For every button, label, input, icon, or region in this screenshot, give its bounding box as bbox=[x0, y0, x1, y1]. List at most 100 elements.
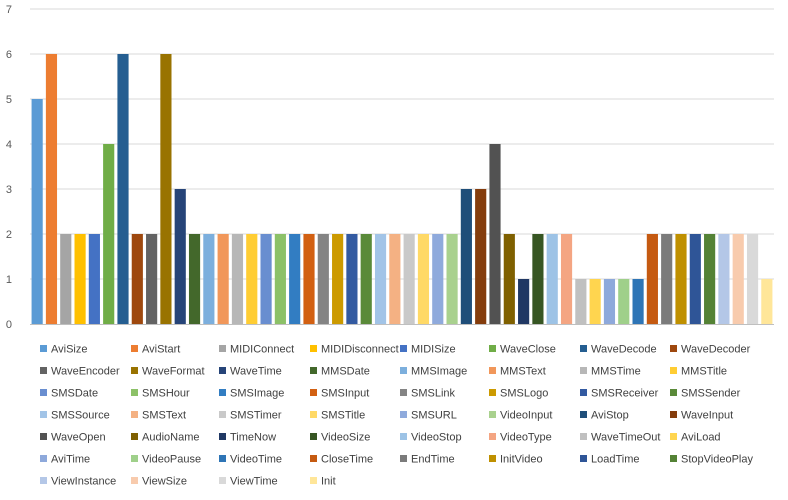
legend-swatch bbox=[580, 455, 587, 462]
legend-label: WaveFormat bbox=[142, 366, 205, 378]
legend-label: WaveDecoder bbox=[681, 344, 751, 356]
legend-label: MIDIDisconnect bbox=[321, 344, 399, 356]
bar-avistart bbox=[45, 54, 58, 324]
bar-smssender bbox=[360, 234, 372, 324]
legend-label: TimeNow bbox=[230, 432, 276, 444]
y-tick-label: 0 bbox=[6, 319, 12, 331]
legend-item: VideoTime bbox=[219, 454, 282, 466]
legend-item: SMSTimer bbox=[219, 410, 282, 422]
legend-label: SMSLogo bbox=[500, 388, 548, 400]
legend: AviSize AviStart MIDIConnect MIDIDisconnect… bbox=[40, 344, 753, 488]
legend-item: LoadTime bbox=[580, 454, 640, 466]
bar-avisize bbox=[31, 99, 43, 324]
legend-swatch bbox=[219, 455, 226, 462]
legend-swatch bbox=[400, 433, 407, 440]
bar-smshour bbox=[274, 234, 286, 324]
bar-mmstime bbox=[231, 234, 244, 324]
legend-item: MMSTitle bbox=[670, 366, 727, 378]
legend-swatch bbox=[310, 433, 317, 440]
legend-item: SMSLogo bbox=[489, 388, 548, 400]
legend-item: WaveEncoder bbox=[40, 366, 120, 378]
legend-label: ViewSize bbox=[142, 476, 187, 488]
legend-label: SMSText bbox=[142, 410, 186, 422]
legend-item: VideoPause bbox=[131, 454, 201, 466]
legend-item: MMSTime bbox=[580, 366, 641, 378]
legend-item: SMSInput bbox=[310, 388, 369, 400]
bar-videotime bbox=[632, 279, 644, 324]
legend-item: Init bbox=[310, 476, 336, 488]
bar-smsurl bbox=[432, 234, 444, 324]
bar-midiconnect bbox=[60, 234, 72, 324]
legend-label: SMSLink bbox=[411, 388, 456, 400]
bar-videotype bbox=[560, 234, 573, 324]
legend-label: MMSDate bbox=[321, 366, 370, 378]
bar-waveclose bbox=[103, 144, 115, 324]
legend-item: VideoInput bbox=[489, 410, 552, 422]
legend-swatch bbox=[670, 367, 677, 374]
y-tick-label: 1 bbox=[6, 274, 12, 286]
legend-label: VideoTime bbox=[230, 454, 282, 466]
legend-swatch bbox=[489, 455, 496, 462]
legend-label: VideoStop bbox=[411, 432, 462, 444]
bar-smsdate bbox=[260, 234, 272, 324]
legend-swatch bbox=[40, 411, 47, 418]
legend-item: SMSHour bbox=[131, 388, 190, 400]
legend-label: AviLoad bbox=[681, 432, 721, 444]
legend-item: WaveDecoder bbox=[670, 344, 751, 356]
bars bbox=[31, 54, 773, 324]
legend-label: AviTime bbox=[51, 454, 90, 466]
legend-label: InitVideo bbox=[500, 454, 543, 466]
legend-label: SMSSource bbox=[51, 410, 110, 422]
bar-viewinstance bbox=[718, 234, 730, 324]
legend-swatch bbox=[580, 345, 587, 352]
legend-item: SMSURL bbox=[400, 410, 457, 422]
legend-item: SMSSource bbox=[40, 410, 110, 422]
legend-item: ViewTime bbox=[219, 476, 278, 488]
legend-swatch bbox=[40, 455, 47, 462]
legend-item: VideoType bbox=[489, 432, 552, 444]
legend-swatch bbox=[310, 345, 317, 352]
legend-item: SMSLink bbox=[400, 388, 456, 400]
bar-waveopen bbox=[489, 144, 501, 324]
bar-waveencoder bbox=[146, 234, 158, 324]
bar-timenow bbox=[518, 279, 530, 324]
bar-viewtime bbox=[746, 234, 759, 324]
legend-item: MMSText bbox=[489, 366, 546, 378]
bar-videopause bbox=[618, 279, 630, 324]
legend-item: TimeNow bbox=[219, 432, 276, 444]
legend-label: EndTime bbox=[411, 454, 455, 466]
legend-item: MIDISize bbox=[400, 344, 456, 356]
legend-swatch bbox=[131, 389, 138, 396]
legend-item: ViewSize bbox=[131, 476, 187, 488]
legend-label: SMSDate bbox=[51, 388, 98, 400]
bar-smsreceiver bbox=[346, 234, 358, 324]
bar-mmsimage bbox=[203, 234, 215, 324]
legend-label: AviStart bbox=[142, 344, 180, 356]
y-tick-label: 5 bbox=[6, 94, 12, 106]
legend-swatch bbox=[580, 411, 587, 418]
legend-label: StopVideoPlay bbox=[681, 454, 753, 466]
legend-swatch bbox=[219, 345, 226, 352]
legend-label: WaveOpen bbox=[51, 432, 106, 444]
legend-label: SMSTimer bbox=[230, 410, 282, 422]
legend-item: SMSDate bbox=[40, 388, 98, 400]
legend-swatch bbox=[40, 433, 47, 440]
bar-midisize bbox=[88, 234, 100, 324]
legend-item: WaveTimeOut bbox=[580, 432, 660, 444]
legend-item: SMSTitle bbox=[310, 410, 365, 422]
bar-mmstext bbox=[217, 234, 229, 324]
bar-videosize bbox=[532, 234, 544, 324]
legend-swatch bbox=[40, 345, 47, 352]
legend-swatch bbox=[670, 411, 677, 418]
legend-swatch bbox=[400, 455, 407, 462]
y-tick-label: 4 bbox=[6, 139, 12, 151]
y-tick-label: 2 bbox=[6, 229, 12, 241]
legend-swatch bbox=[310, 455, 317, 462]
legend-label: SMSImage bbox=[230, 388, 284, 400]
bar-smsimage bbox=[289, 234, 301, 324]
y-axis-ticks: 0 1 2 3 4 5 6 7 bbox=[6, 4, 12, 331]
bar-init bbox=[761, 279, 773, 324]
legend-item: AviStop bbox=[580, 410, 629, 422]
bar-waveinput bbox=[475, 189, 487, 324]
legend-swatch bbox=[131, 477, 138, 484]
